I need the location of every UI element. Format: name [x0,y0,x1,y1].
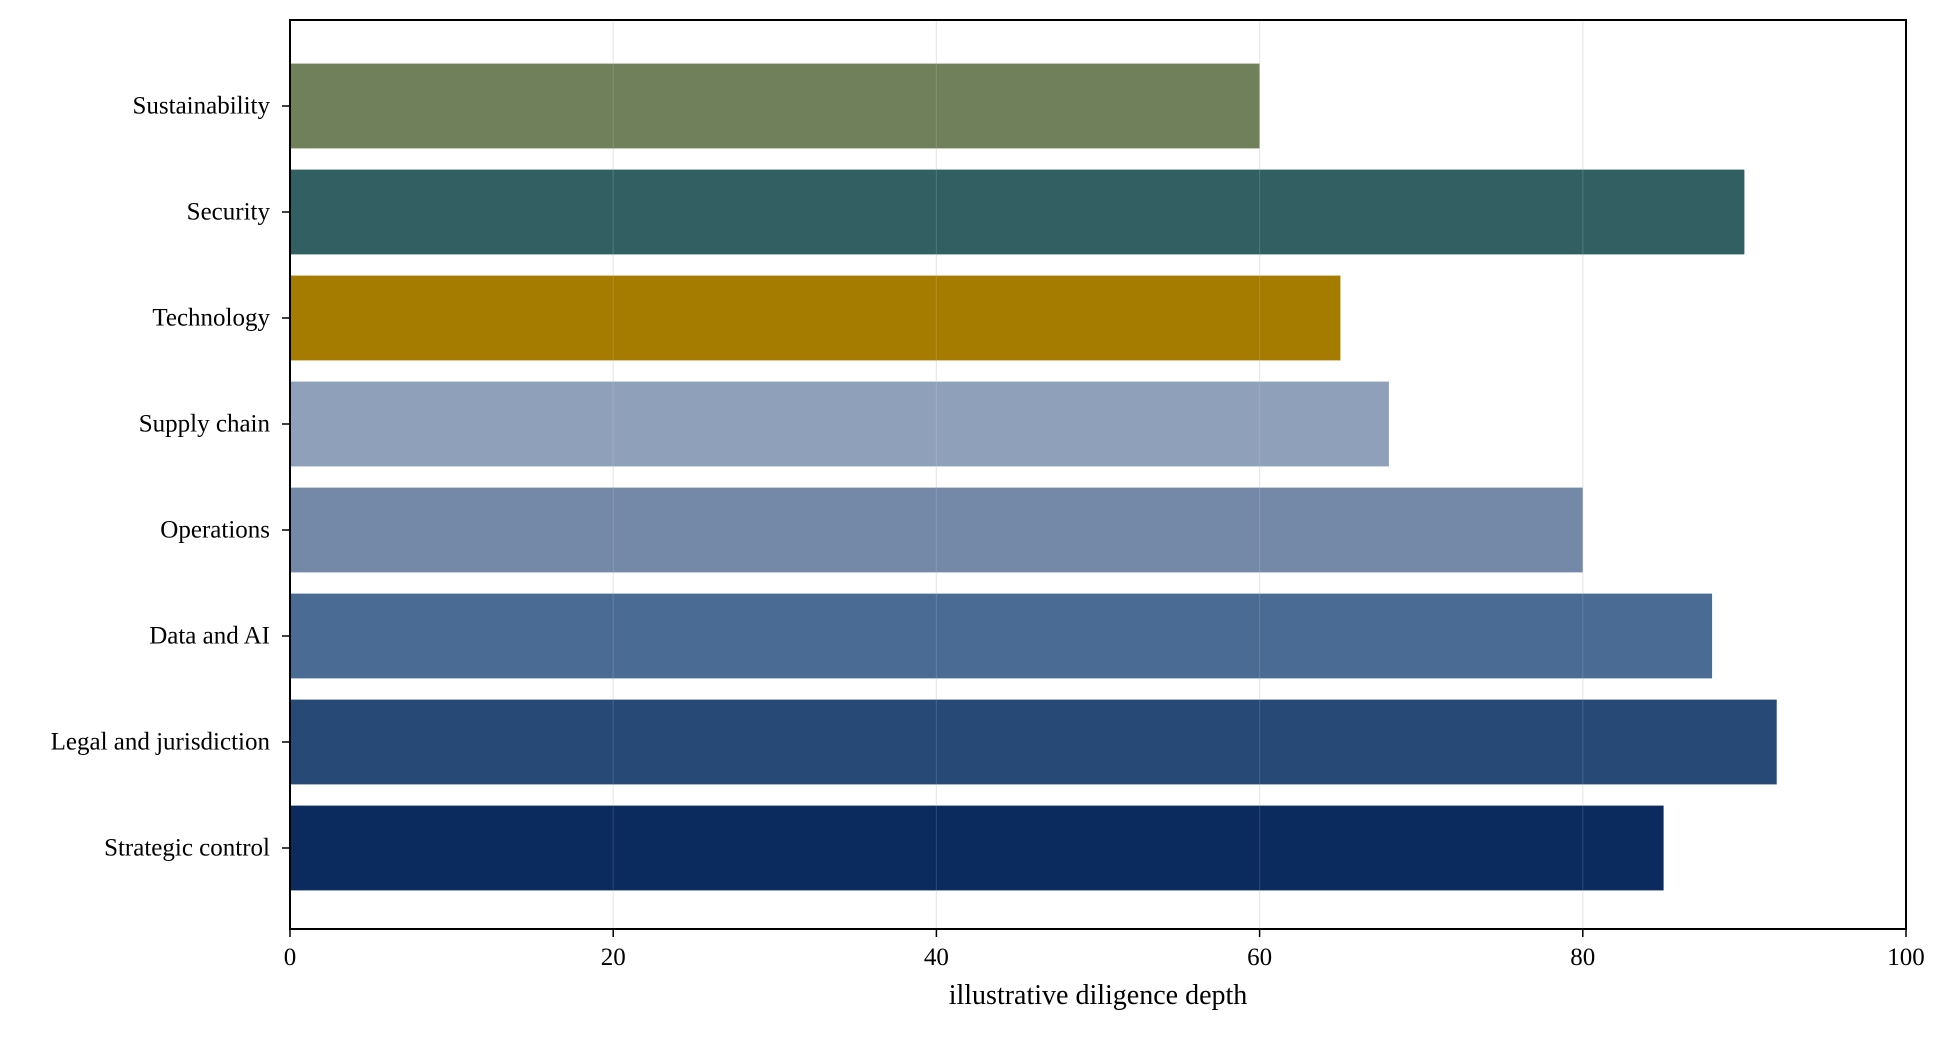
x-tick-label: 0 [284,944,297,971]
x-axis-label: illustrative diligence depth [949,980,1248,1011]
bar [290,699,1777,785]
x-tick-label: 40 [924,944,949,971]
bar [290,275,1341,361]
y-tick-label: Supply chain [139,411,271,438]
bar [290,169,1745,255]
bar [290,805,1664,891]
x-tick-label: 20 [601,944,626,971]
plot-frame [289,19,1907,930]
bar [290,487,1583,573]
y-tick-label: Security [187,199,271,226]
bar [290,63,1260,149]
bar [290,381,1389,467]
axis-layer: Strategic control Legal and jurisdiction D… [51,19,1925,971]
x-tick-label: 100 [1887,944,1925,971]
bar-layer [289,20,1907,929]
y-tick-label: Operations [160,517,270,544]
x-tick-label: 60 [1247,944,1272,971]
y-tick-label: Legal and jurisdiction [51,729,271,756]
y-tick-label: Technology [152,305,270,332]
y-tick-label: Data and AI [149,623,270,650]
bar [290,593,1713,679]
y-tick-label: Sustainability [133,93,271,120]
x-tick-label: 80 [1570,944,1595,971]
y-tick-label: Strategic control [104,835,270,862]
